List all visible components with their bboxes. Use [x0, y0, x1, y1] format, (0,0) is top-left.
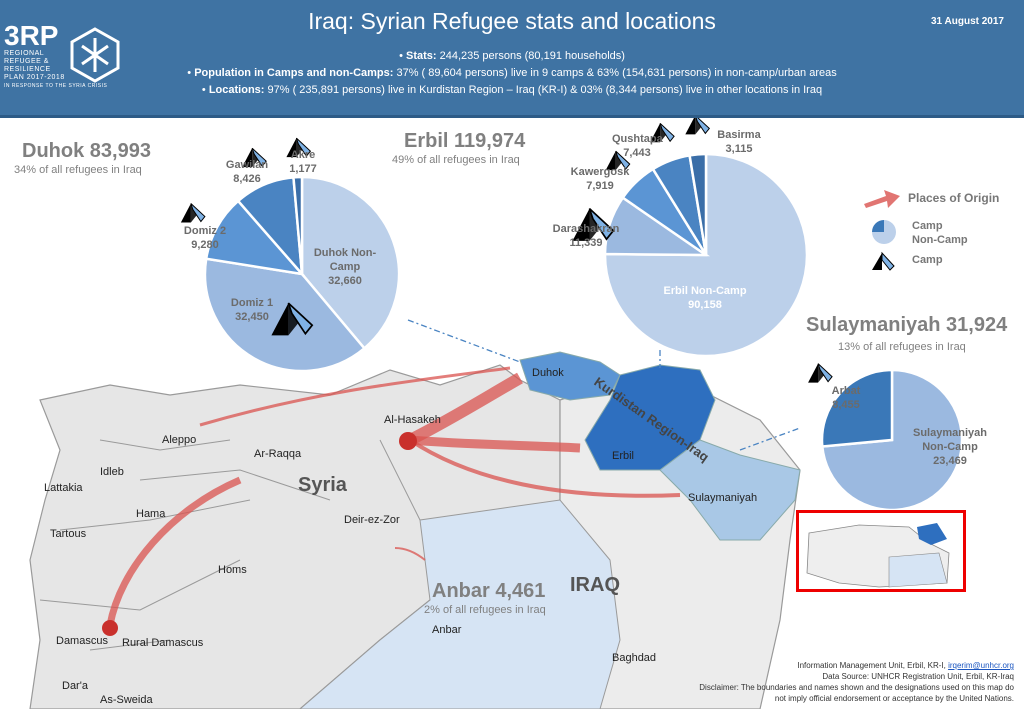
sulaymaniyah-governorate: [659, 439, 801, 541]
logo-line: REFUGEE &: [4, 58, 49, 65]
pie-slice-akre: [292, 175, 304, 275]
credits: Information Management Unit, Erbil, KR-I…: [699, 661, 1014, 703]
slice-label-basirma: Basirma 3,115: [717, 129, 761, 155]
label-rural-damascus: Rural Damascus: [122, 637, 204, 649]
iraq-region: [299, 351, 801, 709]
tent-icon: [605, 150, 631, 171]
label-aleppo: Aleppo: [162, 434, 197, 446]
label-homs: Homs: [218, 564, 247, 576]
tent-icon: [180, 203, 206, 223]
bullet-population: • Population in Camps and non-Camps: 37%…: [187, 67, 837, 79]
pie-slice-domiz-2: [204, 199, 306, 276]
date: 31 August 2017: [931, 16, 1004, 27]
leader-lines: [407, 319, 801, 451]
slice-name: Sulaymaniyah Non-Camp: [913, 427, 987, 453]
logo-text: 3RP: [4, 20, 59, 51]
tent-icon: [242, 147, 267, 168]
anbar-subtitle: 2% of all refugees in Iraq: [424, 604, 546, 616]
logo-line: REGIONAL: [4, 50, 45, 57]
pie-icon: [872, 220, 896, 244]
legend-origin: Places of Origin: [862, 186, 999, 210]
pie-slice-erbil-non-camp: [603, 152, 809, 358]
anbar-title: Anbar 4,461: [432, 580, 546, 602]
slice-label-gawilan: Gawilan 8,426: [225, 159, 269, 185]
label-sulaymaniyah: Sulaymaniyah: [688, 492, 758, 504]
pie-slice-basirma: [688, 152, 708, 256]
label-daraa: Dar'a: [62, 680, 88, 692]
email-link[interactable]: irqerim@unhcr.org: [948, 661, 1014, 670]
slice-label-akre: Akre 1,177: [289, 149, 317, 175]
label-al-hasakeh: Al-Hasakeh: [384, 414, 441, 426]
label-iraq: IRAQ: [570, 574, 620, 596]
tent-icon: [572, 207, 615, 241]
erbil-title: Erbil 119,974: [404, 130, 526, 152]
tent-icon: [808, 363, 833, 383]
duhok-subtitle: 34% of all refugees in Iraq: [14, 164, 142, 176]
tent-icon: [271, 302, 314, 336]
inset-locator-map: [796, 510, 966, 592]
slice-label-duhok-noncamp: Duhok Non-Camp 32,660: [313, 247, 377, 287]
logo-line: RESILIENCE: [4, 66, 51, 73]
label-syria: Syria: [298, 474, 347, 496]
tent-icon: [685, 115, 711, 135]
label-as-sweida: As-Sweida: [100, 694, 153, 706]
slice-label-erbil-noncamp: Erbil Non-Camp 90,158: [663, 285, 747, 311]
duhok-title: Duhok 83,993: [22, 140, 151, 162]
tent-icon: [286, 137, 312, 158]
origin-point-al-hasakeh: [399, 432, 417, 450]
slice-label-sulaymaniyah-noncamp: Sulaymaniyah Non-Camp 23,469: [908, 426, 992, 468]
label-baghdad: Baghdad: [612, 652, 657, 664]
3rp-logo: 3RP REGIONAL REFUGEE & RESILIENCE PLAN 2…: [4, 22, 124, 106]
logo-line: IN RESPONSE TO THE SYRIA CRISIS: [4, 83, 108, 89]
3rp-emblem-icon: [70, 27, 120, 83]
label-erbil: Erbil: [612, 450, 635, 462]
label-lattakia: Lattakia: [44, 482, 83, 494]
inset-map: [806, 523, 950, 588]
slice-label-domiz2: Domiz 2 9,280: [183, 225, 227, 251]
origin-point-damascus: [102, 620, 118, 636]
bullet-locations: • Locations: 97% ( 235,891 persons) live…: [201, 84, 823, 96]
sulaymaniyah-title: Sulaymaniyah 31,924: [806, 314, 1008, 336]
pie-charts: [180, 115, 964, 512]
label-damascus: Damascus: [56, 635, 108, 647]
slice-label-qushtapa: Qushtapa 7,443: [612, 133, 663, 159]
red-arrow-icon: [864, 190, 900, 208]
sulaymaniyah-subtitle: 13% of all refugees in Iraq: [838, 341, 966, 353]
slice-label-domiz1: Domiz 1 32,450: [230, 297, 274, 323]
pie-slice-arbat: [820, 368, 894, 448]
label-duhok: Duhok: [532, 367, 564, 379]
anbar-governorate: [299, 499, 621, 709]
header: 3RP REGIONAL REFUGEE & RESILIENCE PLAN 2…: [0, 0, 1024, 118]
slice-label-darashakran: Darashakran 11,339: [552, 223, 620, 249]
slice-label-kawergosk: Kawergosk 7,919: [570, 166, 630, 192]
label-hama: Hama: [136, 508, 166, 520]
origin-arrows: [106, 366, 681, 626]
label-ar-raqqa: Ar-Raqqa: [254, 448, 302, 460]
duhok-governorate: [519, 351, 621, 401]
slice-label-arbat: Arbat 8,455: [831, 385, 861, 411]
bullet-stats: • Stats: 244,235 persons (80,191 househo…: [399, 50, 625, 62]
tent-icon: [650, 122, 675, 143]
label-deir-ez-zor: Deir-ez-Zor: [344, 514, 400, 526]
erbil-subtitle: 49% of all refugees in Iraq: [392, 154, 520, 166]
tent-icon: [872, 251, 895, 271]
page-title: Iraq: Syrian Refugee stats and locations: [308, 8, 716, 34]
label-anbar: Anbar: [432, 624, 462, 636]
label-idleb: Idleb: [100, 466, 124, 478]
logo-line: PLAN 2017-2018: [4, 74, 65, 81]
slice-value: 23,469: [933, 455, 967, 467]
pie-slice-duhok-non-camp: [300, 175, 401, 351]
label-tartous: Tartous: [50, 528, 87, 540]
